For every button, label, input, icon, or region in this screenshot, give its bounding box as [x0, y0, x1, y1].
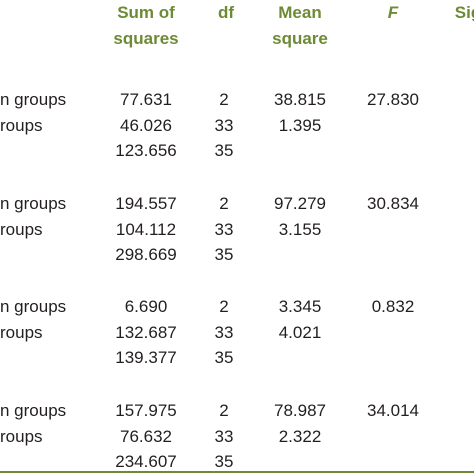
cell-ss: 298.669 [115, 245, 177, 264]
cell-df: 35 [214, 141, 234, 160]
cell-df: 35 [214, 452, 234, 471]
cell-ss: 157.975 [115, 401, 177, 420]
cell-f: 30.834 [367, 194, 419, 213]
cell-ms: 97.279 [274, 194, 326, 213]
cell-df: 33 [214, 115, 234, 135]
cell-ss: 234.607 [115, 452, 177, 471]
row-label: n groups [0, 401, 67, 420]
cell-df: 35 [214, 348, 234, 367]
cell-ss: 76.632 [120, 426, 172, 446]
cell-df: 2 [219, 90, 229, 109]
cell-ms: 3.155 [278, 219, 322, 239]
cell-df: 35 [214, 245, 234, 264]
cell-df: 2 [219, 401, 229, 420]
cell-ss: 6.690 [124, 297, 168, 316]
cell-ss: 77.631 [120, 90, 172, 109]
cell-df: 33 [214, 322, 234, 342]
cell-df: 2 [219, 297, 229, 316]
cell-ms: 1.395 [278, 115, 322, 135]
cell-ms: 3.345 [278, 297, 322, 316]
cell-ms: 2.322 [278, 426, 322, 446]
header-df: df [217, 3, 235, 22]
cell-df: 33 [214, 426, 234, 446]
cell-ms: 38.815 [274, 90, 326, 109]
cell-ss: 46.026 [120, 115, 172, 135]
cell-f: 27.830 [367, 90, 419, 109]
header-sig: Sig [454, 3, 474, 22]
row-label: roups [0, 115, 43, 135]
bottom-rule [0, 471, 474, 473]
cell-ss: 123.656 [115, 141, 177, 160]
header-sum-of-squares: Sum of squares [113, 3, 179, 48]
cell-ms: 78.987 [274, 401, 326, 420]
row-label: n groups [0, 194, 67, 213]
cell-ss: 194.557 [115, 194, 177, 213]
cell-f: 0.832 [371, 297, 415, 316]
cell-ss: 139.377 [115, 348, 177, 367]
cell-f: 34.014 [367, 401, 419, 420]
header-f: F [387, 3, 399, 22]
cell-df: 2 [219, 194, 229, 213]
row-label: n groups [0, 90, 67, 109]
cell-ms: 4.021 [278, 322, 322, 342]
cell-ss: 132.687 [115, 322, 177, 342]
cell-df: 33 [214, 219, 234, 239]
header-mean-square: Mean square [272, 3, 328, 48]
row-label: roups [0, 219, 43, 239]
row-label: roups [0, 322, 43, 342]
cell-ss: 104.112 [115, 219, 177, 239]
row-label: n groups [0, 297, 67, 316]
row-label: roups [0, 426, 43, 446]
